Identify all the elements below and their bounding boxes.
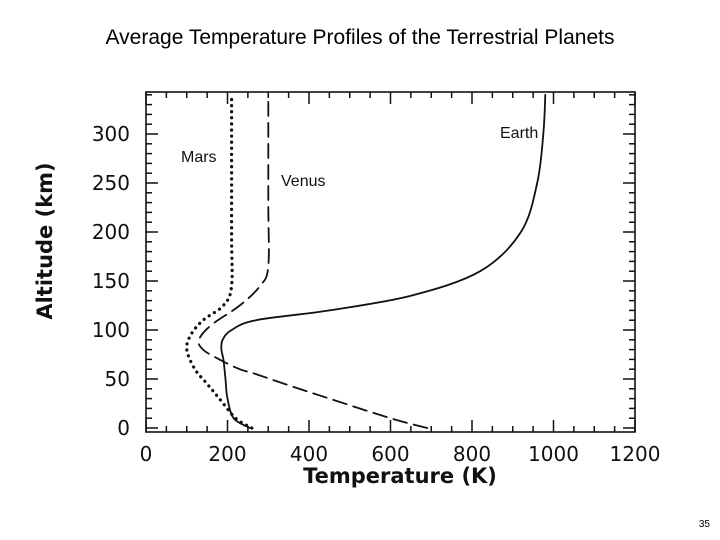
slide-title: Average Temperature Profiles of the Terr… [105, 26, 615, 49]
y-tick-labels: 0 50 100 150 200 250 300 [92, 122, 130, 440]
x-tick-label: 1000 [528, 442, 579, 466]
series-label-mars: Mars [181, 149, 217, 166]
y-axis-title: Altitude (km) [33, 162, 57, 319]
series-line-mars [185, 93, 254, 430]
plot-frame [145, 91, 636, 433]
y-tick-label: 250 [92, 171, 130, 195]
x-axis-title: Temperature (K) [303, 464, 497, 488]
x-tick-label: 1200 [610, 442, 661, 466]
y-tick-label: 100 [92, 318, 130, 342]
y-tick-label: 200 [92, 220, 130, 244]
y-tick-label: 150 [92, 269, 130, 293]
x-tick-label: 800 [453, 442, 491, 466]
y-tick-label: 300 [92, 122, 130, 146]
y-tick-label: 0 [117, 416, 130, 440]
y-tick-label: 50 [105, 367, 130, 391]
tick-marks [145, 92, 636, 432]
series-lines [185, 93, 547, 430]
series-label-venus: Venus [281, 173, 325, 190]
series-line-earth [220, 93, 547, 429]
series-line-venus [197, 93, 429, 429]
page-number: 35 [698, 519, 710, 530]
x-tick-labels: 0 200 400 600 800 1000 1200 [140, 442, 661, 466]
x-tick-label: 0 [140, 442, 153, 466]
x-tick-label: 600 [371, 442, 409, 466]
x-tick-label: 400 [290, 442, 328, 466]
series-label-earth: Earth [500, 125, 538, 142]
x-tick-label: 200 [208, 442, 246, 466]
